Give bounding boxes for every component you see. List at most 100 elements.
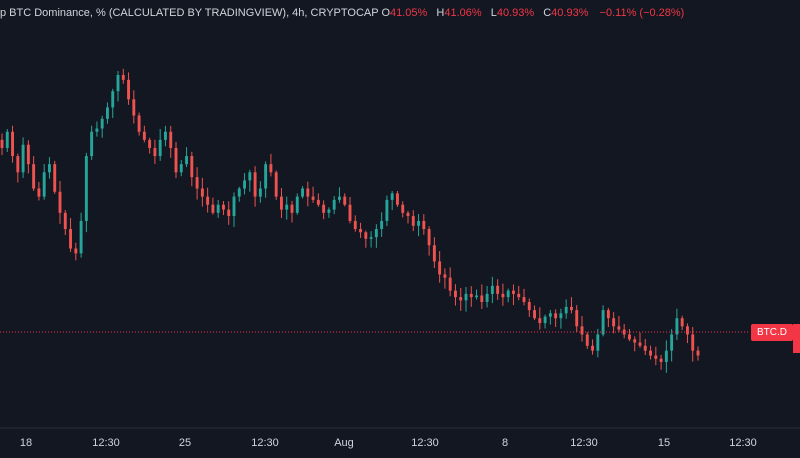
candle-body: [628, 334, 631, 340]
candle-body: [116, 75, 120, 92]
candle-body: [63, 212, 67, 230]
candle-body: [585, 334, 589, 346]
candle-body: [380, 220, 384, 230]
time-tick-label: 15: [658, 437, 670, 449]
candle-body: [74, 248, 78, 254]
time-tick-label: 8: [502, 437, 508, 449]
candle-body: [264, 164, 268, 189]
candle-body: [649, 350, 652, 356]
candle-body: [348, 204, 352, 221]
candle-body: [396, 193, 399, 205]
candle-body: [606, 310, 610, 319]
candle-body: [575, 310, 579, 327]
time-tick-label: 12:30: [570, 437, 598, 449]
candle-body: [237, 188, 241, 197]
candle-body: [543, 316, 547, 324]
candle-body: [580, 326, 584, 335]
candle-body: [316, 199, 320, 205]
candle-body: [469, 293, 473, 298]
candle-body: [164, 131, 167, 140]
candle-body: [338, 196, 341, 200]
candle-series: [0, 68, 700, 373]
open-label: O: [381, 7, 391, 19]
candle-body: [496, 285, 500, 294]
candle-body: [638, 342, 642, 346]
candle-body: [327, 209, 331, 213]
candle-body: [490, 285, 494, 294]
candle-body: [633, 339, 637, 343]
candle-body: [548, 313, 552, 317]
low-value: 40.93%: [496, 7, 535, 19]
candle-body: [269, 164, 273, 173]
candle-body: [190, 156, 194, 178]
candle-body: [227, 209, 231, 217]
candle-body: [506, 290, 510, 298]
candle-body: [179, 164, 183, 173]
candle-body: [485, 293, 489, 303]
candle-body: [21, 144, 25, 173]
candle-body: [438, 261, 442, 275]
candle-body: [364, 232, 368, 239]
candle-body: [142, 131, 146, 140]
candle-body: [411, 216, 415, 226]
candle-body: [111, 91, 115, 108]
symbol-title[interactable]: p BTC Dominance, % (CALCULATED BY TRADIN…: [0, 7, 379, 19]
candle-body: [659, 358, 663, 362]
candle-body: [596, 334, 600, 351]
candle-body: [406, 212, 410, 217]
candle-body: [696, 350, 700, 356]
candle-body: [538, 318, 542, 324]
candle-body: [95, 128, 99, 132]
candle-body: [686, 326, 689, 335]
candle-body: [48, 164, 51, 173]
candle-body: [374, 229, 378, 238]
candle-body: [601, 310, 605, 335]
candle-body: [211, 204, 215, 213]
candle-body: [501, 293, 505, 298]
candle-body: [664, 350, 668, 362]
candle-body: [475, 295, 478, 298]
candle-body: [280, 196, 283, 210]
candle-body: [343, 196, 347, 205]
candle-body: [591, 345, 594, 351]
candle-body: [454, 290, 457, 298]
candle-body: [69, 229, 72, 249]
candle-body: [322, 204, 326, 213]
candle-body: [274, 172, 278, 197]
candle-body: [137, 115, 141, 132]
candle-body: [643, 345, 647, 351]
candle-body: [290, 204, 294, 213]
candle-body: [512, 290, 515, 294]
candle-body: [26, 144, 30, 165]
open-value: 41.05%: [390, 7, 428, 19]
candle-body: [533, 310, 536, 319]
candle-body: [570, 306, 573, 311]
candle-body: [301, 188, 304, 197]
close-label: C: [543, 7, 552, 19]
time-tick-label: 25: [179, 437, 191, 449]
candle-body: [670, 334, 674, 351]
candle-body: [311, 196, 315, 200]
time-tick-label: 18: [20, 437, 32, 449]
candle-body: [0, 139, 4, 148]
candle-body: [174, 147, 178, 173]
candle-body: [37, 188, 41, 197]
candle-body: [222, 204, 225, 210]
change-value: −0.11% (−0.28%): [599, 7, 685, 19]
time-tick-label: 12:30: [251, 437, 279, 449]
candle-body: [459, 297, 463, 301]
candle-body: [106, 107, 109, 119]
candle-body: [654, 355, 658, 359]
candle-body: [232, 196, 236, 217]
candle-body: [612, 318, 616, 327]
candle-body: [564, 306, 568, 314]
candle-body: [58, 191, 62, 213]
candle-body: [121, 75, 125, 80]
candle-body: [127, 79, 130, 100]
candle-body: [332, 199, 336, 210]
candle-body: [617, 326, 621, 330]
low-label: L: [490, 7, 497, 19]
candle-body: [285, 204, 289, 210]
